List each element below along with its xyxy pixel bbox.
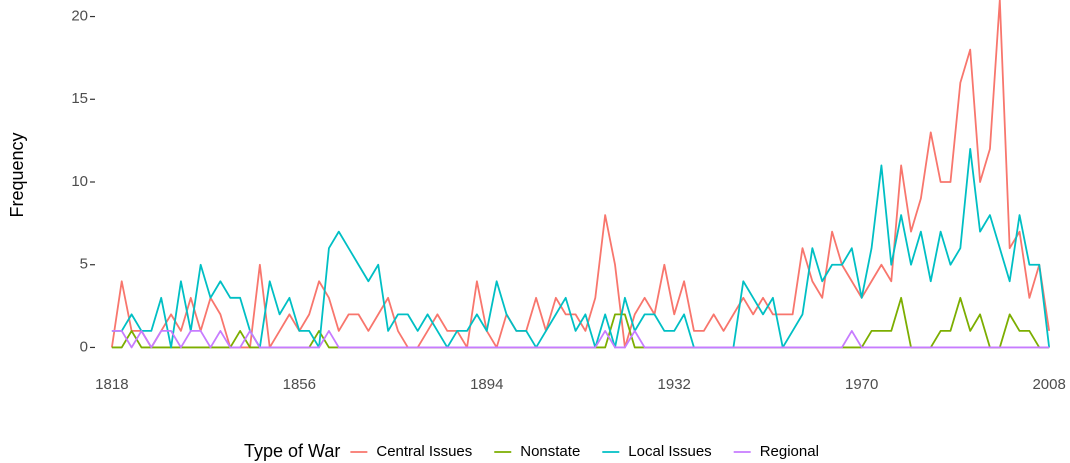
legend-label: Local Issues [628, 443, 711, 460]
y-tick-label: 5 [80, 256, 88, 273]
y-tick-label: 10 [71, 173, 88, 190]
x-tick-label: 1856 [283, 376, 316, 393]
y-tick-label: 0 [80, 338, 88, 355]
x-tick-label: 1932 [658, 376, 691, 393]
legend-title: Type of War [244, 441, 340, 461]
x-tick-label: 1970 [845, 376, 878, 393]
legend-label: Central Issues [376, 443, 472, 460]
x-tick-label: 2008 [1032, 376, 1065, 393]
x-tick-label: 1894 [470, 376, 503, 393]
y-tick-label: 20 [71, 8, 88, 25]
series-line [111, 330, 1050, 349]
series-line [111, 148, 1051, 349]
legend-label: Regional [760, 443, 819, 460]
x-tick-label: 1818 [95, 376, 128, 393]
legend-label: Nonstate [520, 443, 580, 460]
y-axis-title: Frequency [7, 132, 27, 217]
y-tick-label: 15 [71, 90, 88, 107]
series-line [110, 0, 1051, 349]
